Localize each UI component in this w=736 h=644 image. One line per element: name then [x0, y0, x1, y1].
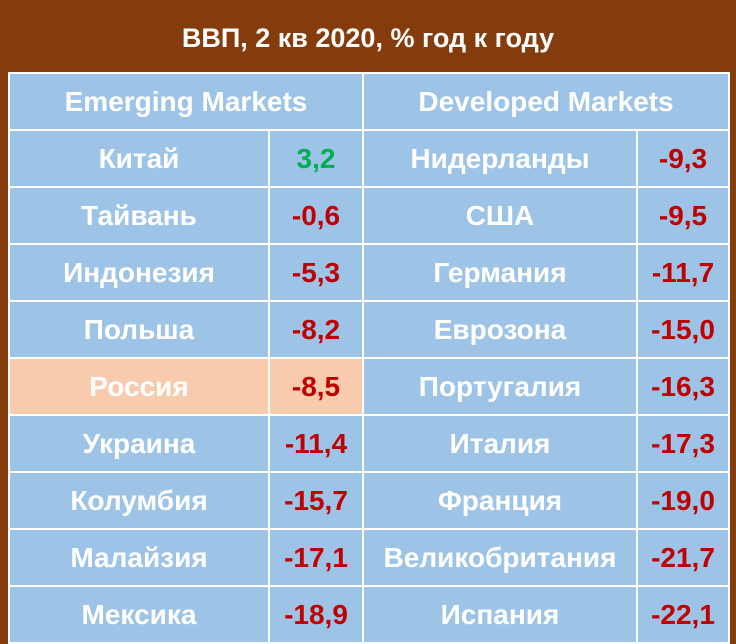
data-row: Китай 3,2 Нидерланды -9,3	[8, 129, 730, 188]
country-name: Китай	[8, 129, 270, 188]
gdp-value: -5,3	[268, 243, 364, 302]
data-row: Малайзия -17,1 Великобритания -21,7	[8, 528, 730, 587]
gdp-value: -11,4	[268, 414, 364, 473]
title: ВВП, 2 кв 2020, % год к году	[181, 23, 555, 53]
country-name: Нидерланды	[362, 129, 638, 188]
country-name: Тайвань	[8, 186, 270, 245]
header-row: Emerging Markets Developed Markets	[8, 72, 730, 131]
country-name: Португалия	[362, 357, 638, 416]
page: ВВП, 2 кв 2020, % год к году Emerging Ma…	[8, 23, 730, 644]
data-row: Мексика -18,9 Испания -22,1	[8, 585, 730, 644]
gdp-value: 3,2	[268, 129, 364, 188]
country-name: Колумбия	[8, 471, 270, 530]
data-row: Тайвань -0,6 США -9,5	[8, 186, 730, 245]
country-name: США	[362, 186, 638, 245]
country-name: Германия	[362, 243, 638, 302]
gdp-value: -17,3	[636, 414, 730, 473]
country-name: Малайзия	[8, 528, 270, 587]
header-cell: Developed Markets	[362, 72, 730, 131]
data-row: Россия -8,5 Португалия -16,3	[8, 357, 730, 416]
header-cell: Emerging Markets	[8, 72, 364, 131]
gdp-value: -19,0	[636, 471, 730, 530]
gdp-value: -11,7	[636, 243, 730, 302]
country-name: Италия	[362, 414, 638, 473]
table-body: Emerging Markets Developed Markets Китай…	[8, 72, 730, 644]
country-name: Еврозона	[362, 300, 638, 359]
data-row: Колумбия -15,7 Франция -19,0	[8, 471, 730, 530]
gdp-value: -9,5	[636, 186, 730, 245]
gdp-value: -17,1	[268, 528, 364, 587]
gdp-value: -9,3	[636, 129, 730, 188]
country-name: Польша	[8, 300, 270, 359]
data-row: Индонезия -5,3 Германия -11,7	[8, 243, 730, 302]
country-name: Индонезия	[8, 243, 270, 302]
country-name: Украина	[8, 414, 270, 473]
gdp-value: -18,9	[268, 585, 364, 644]
country-name: Россия	[8, 357, 270, 416]
gdp-value: -15,0	[636, 300, 730, 359]
country-name: Великобритания	[362, 528, 638, 587]
data-row: Украина -11,4 Италия -17,3	[8, 414, 730, 473]
gdp-value: -8,5	[268, 357, 364, 416]
gdp-value: -8,2	[268, 300, 364, 359]
country-name: Франция	[362, 471, 638, 530]
gdp-value: -22,1	[636, 585, 730, 644]
data-row: Польша -8,2 Еврозона -15,0	[8, 300, 730, 359]
country-name: Испания	[362, 585, 638, 644]
gdp-table: Emerging Markets Developed Markets Китай…	[8, 72, 730, 644]
country-name: Мексика	[8, 585, 270, 644]
gdp-value: -16,3	[636, 357, 730, 416]
gdp-value: -15,7	[268, 471, 364, 530]
gdp-value: -0,6	[268, 186, 364, 245]
gdp-value: -21,7	[636, 528, 730, 587]
